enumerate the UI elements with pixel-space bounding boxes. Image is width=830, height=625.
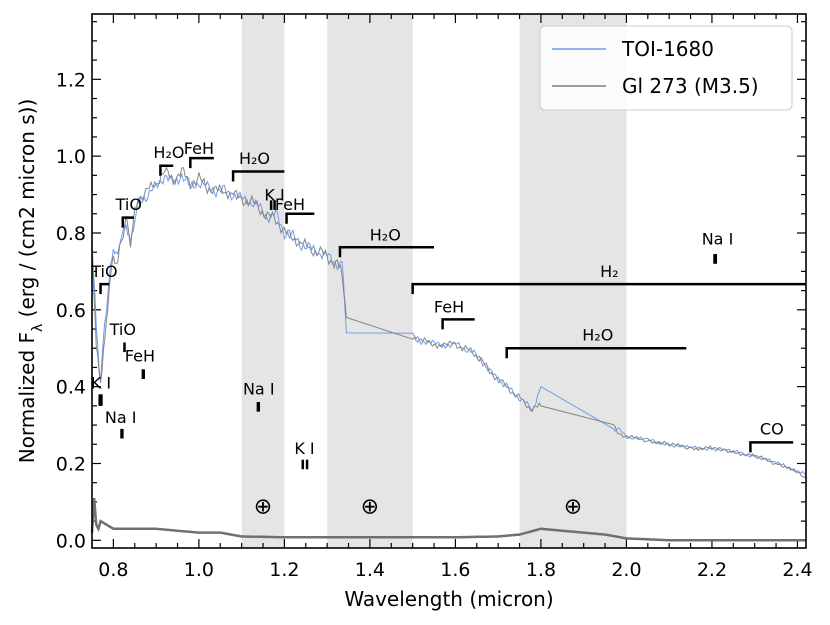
telluric-band-1	[327, 14, 413, 548]
feature-label-14: FeH	[434, 298, 464, 317]
y-axis-label-units: (erg / (cm2 micron s))	[15, 99, 39, 324]
x-tick-label: 1.8	[526, 559, 556, 581]
earth-symbol-icon: ⊕	[564, 495, 582, 520]
x-tick-label: 2.0	[611, 559, 641, 581]
y-tick-label: 1.2	[56, 69, 86, 91]
axis-ticks	[91, 14, 806, 548]
feature-label-2: TiO	[109, 320, 136, 339]
y-tick-label: 0.6	[56, 300, 86, 322]
feature-bracket-8	[749, 441, 794, 453]
y-tick-label: 0.0	[56, 530, 86, 552]
feature-bracket-2	[231, 170, 285, 182]
feature-label-9: K I	[264, 185, 284, 204]
feature-label-3: FeH	[125, 347, 155, 366]
feature-label-1: TiO	[115, 195, 142, 214]
feature-bracket-3	[285, 212, 315, 224]
feature-bracket-5	[411, 282, 806, 295]
series-layer	[90, 166, 807, 542]
x-tick-label: 1.6	[440, 559, 470, 581]
feature-bracket-10	[121, 216, 134, 228]
earth-symbol-icon: ⊕	[254, 495, 272, 520]
y-axis-label-sub: λ	[30, 324, 46, 332]
feature-label-12: Na I	[702, 230, 734, 249]
feature-bracket-6	[441, 318, 475, 330]
y-axis-label-main: Normalized F	[15, 332, 39, 463]
legend: TOI-1680 Gl 273 (M3.5)	[539, 25, 793, 111]
feature-label-17: K I	[294, 439, 314, 458]
feature-bracket-7	[505, 346, 687, 359]
feature-bracket-0	[159, 164, 174, 176]
feature-label-16: Na I	[243, 379, 275, 398]
feature-label-18: CO	[760, 420, 784, 439]
x-tick-label: 1.4	[355, 559, 385, 581]
tick-labels: 0.8 1.0 1.2 1.4 1.6 1.8 2.0 2.2 2.4 0.0 0.2 0.4 0.6 0…	[56, 69, 813, 581]
feature-label-6: H₂O	[153, 143, 184, 162]
plot-frame	[91, 13, 807, 549]
feature-label-10: FeH	[275, 195, 305, 214]
y-axis-label: Normalized Fλ (erg / (cm2 micron s))	[15, 99, 46, 464]
feature-label-0: TiO	[90, 262, 117, 281]
x-tick-label: 2.2	[697, 559, 727, 581]
y-tick-label: 0.2	[56, 453, 86, 475]
feature-label-5: Na I	[105, 408, 137, 427]
feature-label-4: K I	[91, 374, 111, 393]
telluric-bands	[241, 14, 627, 548]
x-tick-label: 1.0	[184, 559, 214, 581]
series-1	[91, 166, 807, 480]
series-2	[90, 497, 806, 542]
series-0	[91, 172, 807, 476]
legend-label-toi: TOI-1680	[621, 37, 714, 61]
feature-label-8: H₂O	[239, 149, 270, 168]
y-tick-label: 1.0	[56, 146, 86, 168]
y-tick-label: 0.4	[56, 377, 86, 399]
feature-label-11: H₂O	[370, 225, 401, 244]
feature-label-13: H₂	[600, 262, 618, 281]
telluric-band-0	[241, 14, 285, 548]
legend-label-gl: Gl 273 (M3.5)	[622, 74, 759, 98]
feature-label-15: H₂O	[582, 326, 613, 345]
feature-label-7: FeH	[184, 139, 214, 158]
x-tick-label: 1.2	[269, 559, 299, 581]
earth-symbol-icon: ⊕	[361, 495, 379, 520]
legend-box	[539, 25, 793, 111]
feature-bracket-9	[99, 282, 110, 295]
y-tick-label: 0.8	[56, 223, 86, 245]
feature-bracket-1	[189, 156, 214, 169]
x-tick-label: 0.8	[98, 559, 128, 581]
x-tick-label: 2.4	[782, 559, 812, 581]
feature-bracket-4	[338, 245, 435, 258]
x-axis-label: Wavelength (micron)	[344, 587, 553, 611]
